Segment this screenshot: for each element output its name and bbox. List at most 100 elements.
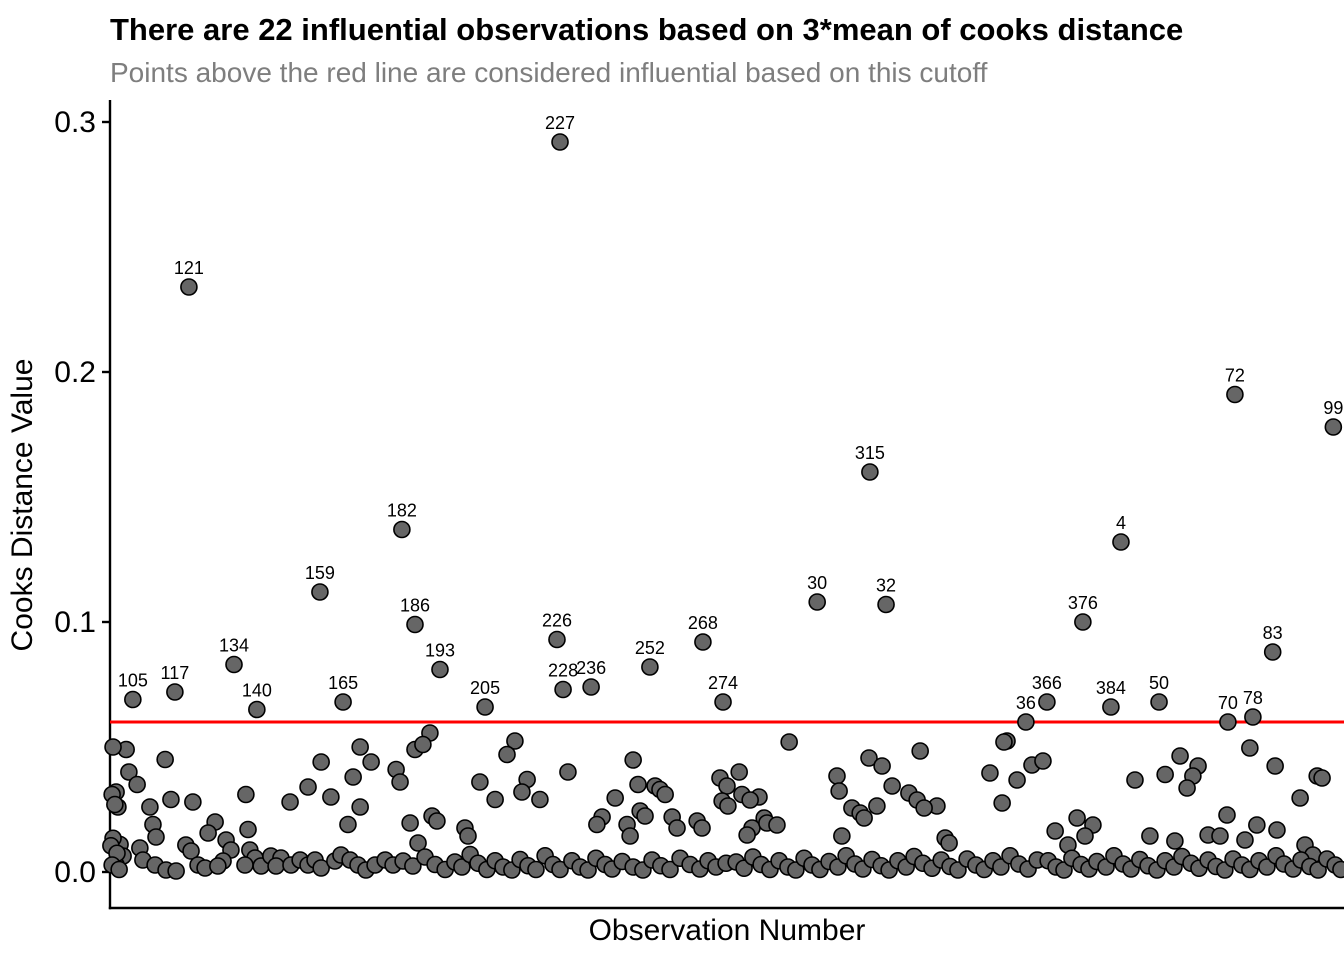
influential-point [393, 520, 411, 539]
influential-point [431, 660, 449, 679]
influential-point [406, 615, 424, 634]
data-point [128, 775, 146, 794]
data-point [1218, 806, 1236, 824]
point-label: 274 [708, 673, 738, 693]
point-label: 227 [545, 113, 575, 133]
data-point [401, 814, 419, 832]
data-point [693, 819, 711, 837]
chart-subtitle: Points above the red line are considered… [110, 57, 988, 88]
data-point [718, 777, 736, 795]
influential-point [1074, 613, 1092, 631]
point-label: 134 [219, 636, 249, 656]
influential-point [225, 655, 243, 674]
data-point [830, 782, 848, 800]
influential-point [1150, 693, 1168, 711]
influential-point [180, 278, 198, 296]
data-point [199, 824, 217, 842]
chart-title: There are 22 influential observations ba… [110, 12, 1184, 47]
data-point [1211, 827, 1229, 845]
influential-point [582, 678, 600, 696]
data-point [768, 816, 786, 834]
data-point [362, 753, 380, 771]
point-label: 83 [1263, 623, 1283, 643]
data-point [409, 834, 427, 852]
point-label: 186 [400, 596, 430, 616]
data-point [239, 820, 257, 839]
data-point [147, 828, 165, 846]
data-point [883, 777, 901, 795]
point-label: 36 [1016, 693, 1036, 713]
data-point [1156, 765, 1174, 784]
influential-point [476, 698, 494, 716]
y-tick-label: 0.2 [54, 356, 96, 389]
data-point [1332, 860, 1344, 879]
data-point [1046, 822, 1064, 840]
point-label: 99 [1323, 398, 1343, 418]
data-point [833, 827, 851, 845]
data-point [668, 819, 686, 837]
data-point [1258, 858, 1276, 876]
influential-point [124, 690, 142, 709]
influential-point [877, 595, 895, 614]
data-point [624, 751, 642, 769]
data-point [911, 742, 929, 760]
data-point [167, 862, 185, 880]
x-axis-title: Observation Number [589, 914, 866, 947]
data-point [281, 793, 299, 811]
point-label: 72 [1225, 366, 1245, 386]
point-label: 182 [387, 501, 417, 521]
data-point [1313, 769, 1331, 787]
data-point [351, 798, 369, 816]
data-point [267, 857, 285, 875]
data-point [1236, 831, 1254, 849]
data-point [299, 778, 317, 796]
influential-point [551, 133, 569, 151]
influential-point [641, 658, 659, 676]
data-point [1034, 752, 1052, 770]
data-point [992, 858, 1010, 876]
point-label: 50 [1149, 673, 1169, 693]
data-point [527, 860, 545, 879]
y-tick-label: 0.3 [54, 106, 96, 139]
point-label: 159 [305, 563, 335, 583]
data-point [719, 797, 737, 815]
data-point [828, 767, 846, 785]
data-point [110, 860, 128, 879]
data-point [995, 733, 1013, 751]
data-point [787, 861, 805, 879]
point-label: 252 [635, 638, 665, 658]
data-point [498, 745, 516, 764]
influential-point [311, 583, 329, 601]
influential-point [808, 593, 826, 611]
point-label: 78 [1243, 688, 1263, 708]
influential-point [1263, 643, 1282, 661]
point-label: 105 [118, 671, 148, 691]
influential-point [1017, 713, 1035, 731]
influential-point [548, 630, 566, 649]
influential-point [554, 680, 572, 699]
data-point [661, 860, 679, 879]
y-axis-title: Cooks Distance Value [6, 359, 39, 652]
data-point [730, 763, 748, 781]
point-label: 315 [855, 443, 885, 463]
data-point [184, 793, 202, 811]
data-point [141, 798, 159, 816]
data-point [344, 768, 362, 786]
data-point [741, 791, 759, 809]
influential-point [248, 700, 266, 719]
influential-point [861, 463, 879, 481]
point-label: 121 [174, 258, 204, 278]
influential-point [334, 693, 352, 711]
data-point [1268, 821, 1286, 839]
data-point [738, 826, 756, 844]
point-label: 70 [1218, 693, 1238, 713]
data-point [1178, 779, 1196, 797]
influential-point [1102, 698, 1120, 716]
data-point [606, 789, 624, 807]
data-point [981, 764, 999, 782]
data-point [351, 738, 369, 756]
data-point [1068, 809, 1086, 827]
data-point [182, 842, 200, 860]
data-point [104, 738, 122, 756]
point-label: 117 [161, 663, 190, 683]
